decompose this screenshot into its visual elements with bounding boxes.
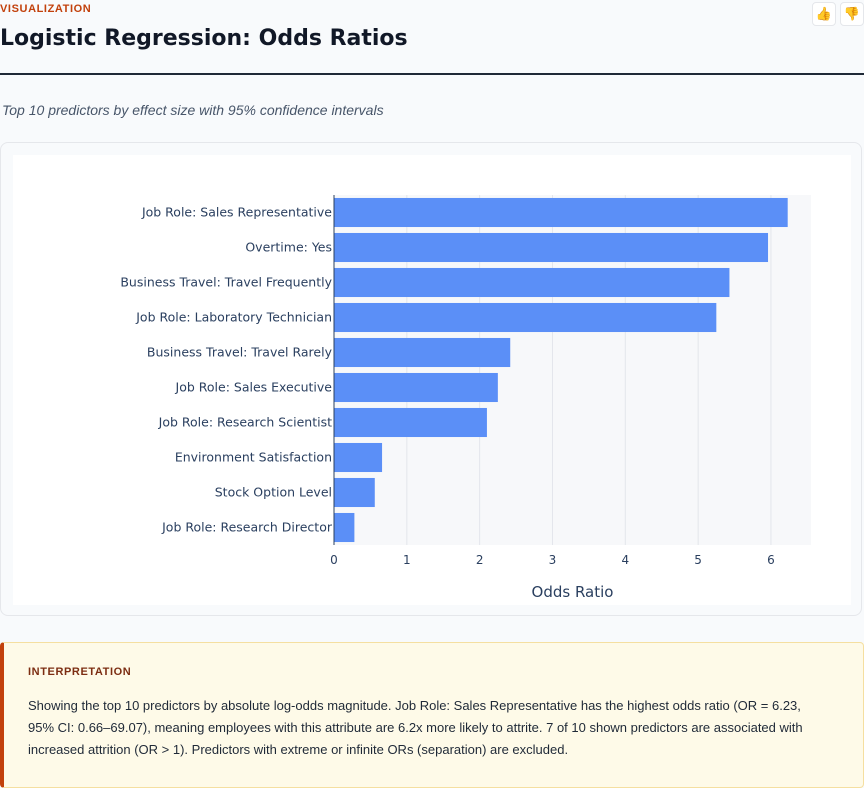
thumbs-down-button[interactable]: 👎 [840,2,864,26]
bar [334,372,498,403]
y-tick-label: Job Role: Research Scientist [158,415,332,430]
x-tick-label: 3 [549,553,557,567]
x-axis-title: Odds Ratio [532,583,614,601]
thumbs-up-icon: 👍 [815,6,833,21]
y-tick-label: Stock Option Level [215,485,332,500]
header-divider [0,73,864,75]
bar [334,232,769,263]
x-tick-label: 6 [767,553,775,567]
x-tick-label: 4 [621,553,629,567]
bar [334,337,511,368]
x-tick-label: 5 [694,553,702,567]
y-tick-label: Job Role: Research Director [161,520,333,535]
bar [334,512,355,543]
chart-subtitle: Top 10 predictors by effect size with 95… [2,102,384,118]
chart-card: 0 1 2 3 4 5 6 Job Role: Research Director Stock … [0,142,862,616]
thumbs-up-button[interactable]: 👍 [812,2,836,26]
y-tick-label: Environment Satisfaction [175,450,332,465]
y-tick-label: Job Role: Laboratory Technician [135,310,332,325]
bar [334,267,730,298]
chart-container: 0 1 2 3 4 5 6 Job Role: Research Director Stock … [13,155,851,605]
y-tick-label: Job Role: Sales Representative [141,205,332,220]
x-tick-label: 2 [476,553,484,567]
thumbs-down-icon: 👎 [843,6,861,21]
y-tick-label: Job Role: Sales Executive [175,380,333,395]
bar [334,407,487,438]
y-tick-label: Business Travel: Travel Frequently [120,275,332,290]
odds-ratio-chart: 0 1 2 3 4 5 6 Job Role: Research Director Stock … [120,195,811,601]
y-tick-label: Business Travel: Travel Rarely [147,345,333,360]
feedback-buttons: 👍 👎 [812,2,864,26]
bar [334,197,788,228]
section-kicker: VISUALIZATION [0,3,92,15]
page-title: Logistic Regression: Odds Ratios [0,26,408,51]
interpretation-label: INTERPRETATION [28,666,132,678]
x-tick-label: 0 [330,553,338,567]
interpretation-panel: INTERPRETATION Showing the top 10 predic… [0,642,864,788]
bar [334,442,383,473]
interpretation-text: Showing the top 10 predictors by absolut… [28,698,803,757]
bar [334,302,717,333]
bar [334,477,375,508]
y-tick-label: Overtime: Yes [245,240,332,255]
x-tick-label: 1 [403,553,411,567]
